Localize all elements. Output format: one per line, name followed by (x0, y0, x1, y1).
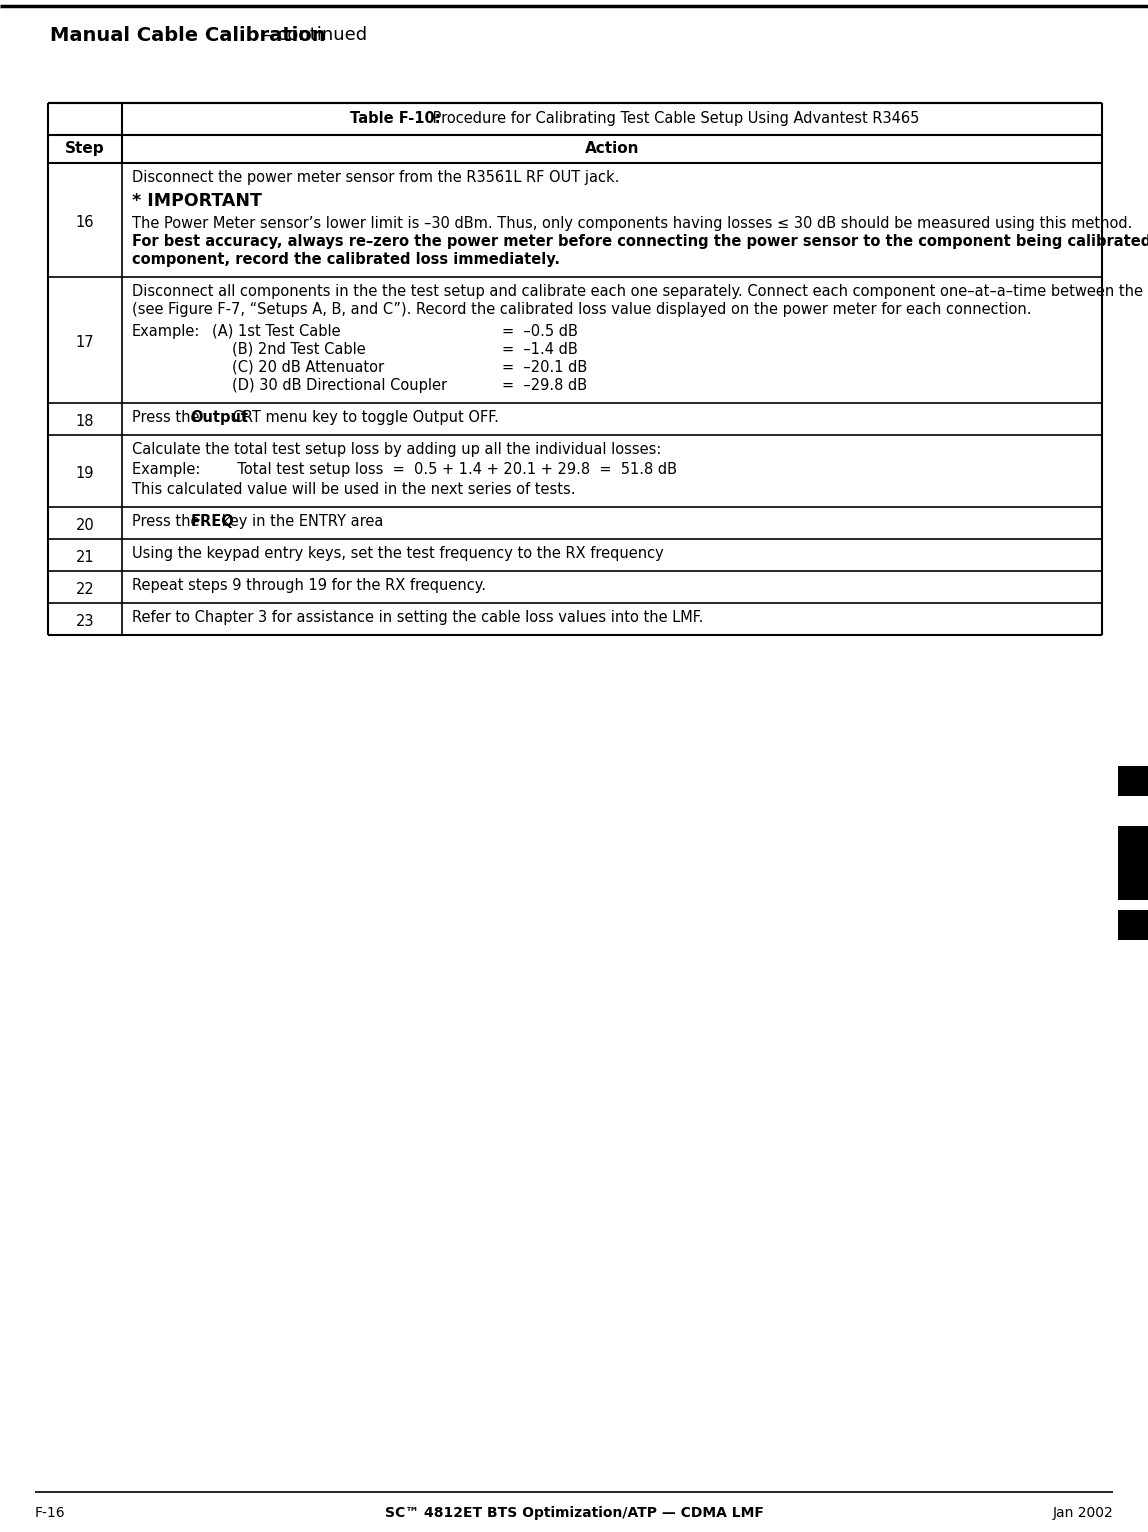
Bar (1118, 910, 1148, 941)
Text: The Power Meter sensor’s lower limit is –30 dBm. Thus, only components having lo: The Power Meter sensor’s lower limit is … (132, 216, 1132, 231)
Text: Table F-10:: Table F-10: (350, 110, 441, 126)
Text: Action: Action (584, 141, 639, 156)
Text: Press the: Press the (132, 411, 204, 424)
Text: =  –0.5 dB: = –0.5 dB (502, 323, 577, 339)
Text: – continued: – continued (257, 26, 366, 44)
Text: Manual Cable Calibration: Manual Cable Calibration (51, 26, 326, 44)
Text: Example:: Example: (132, 323, 201, 339)
Text: =  –1.4 dB: = –1.4 dB (502, 342, 577, 357)
Text: (C) 20 dB Attenuator: (C) 20 dB Attenuator (232, 360, 385, 375)
Text: (B) 2nd Test Cable: (B) 2nd Test Cable (232, 342, 366, 357)
Text: (A) 1st Test Cable: (A) 1st Test Cable (212, 323, 341, 339)
Text: Jan 2002: Jan 2002 (1053, 1506, 1114, 1520)
Bar (1118, 766, 1148, 797)
Text: Calculate the total test setup loss by adding up all the individual losses:: Calculate the total test setup loss by a… (132, 443, 661, 457)
Text: key in the ENTRY area: key in the ENTRY area (217, 515, 383, 529)
Text: Output: Output (191, 411, 248, 424)
Text: 21: 21 (76, 550, 94, 565)
Text: Press the: Press the (132, 515, 204, 529)
Text: F: F (1127, 856, 1139, 873)
Text: Example:        Total test setup loss  =  0.5 + 1.4 + 20.1 + 29.8  =  51.8 dB: Example: Total test setup loss = 0.5 + 1… (132, 463, 677, 476)
Bar (1118, 826, 1148, 899)
Text: component, record the calibrated loss immediately.: component, record the calibrated loss im… (132, 251, 560, 267)
Text: Disconnect the power meter sensor from the R3561L RF OUT jack.: Disconnect the power meter sensor from t… (132, 170, 620, 185)
Text: =  –29.8 dB: = –29.8 dB (502, 378, 587, 394)
Text: 17: 17 (76, 336, 94, 351)
Text: Procedure for Calibrating Test Cable Setup Using Advantest R3465: Procedure for Calibrating Test Cable Set… (428, 110, 920, 126)
Text: Disconnect all components in the the test setup and calibrate each one separatel: Disconnect all components in the the tes… (132, 283, 1148, 299)
Text: =  –20.1 dB: = –20.1 dB (502, 360, 588, 375)
Text: For best accuracy, always re–zero the power meter before connecting the power se: For best accuracy, always re–zero the po… (132, 234, 1148, 250)
Text: CRT menu key to toggle Output OFF.: CRT menu key to toggle Output OFF. (228, 411, 499, 424)
Text: (see Figure F-7, “Setups A, B, and C”). Record the calibrated loss value display: (see Figure F-7, “Setups A, B, and C”). … (132, 302, 1032, 317)
Text: This calculated value will be used in the next series of tests.: This calculated value will be used in th… (132, 483, 575, 496)
Text: 22: 22 (76, 582, 94, 597)
Text: Step: Step (65, 141, 104, 156)
Text: SC™ 4812ET BTS Optimization/ATP — CDMA LMF: SC™ 4812ET BTS Optimization/ATP — CDMA L… (385, 1506, 763, 1520)
Text: (D) 30 dB Directional Coupler: (D) 30 dB Directional Coupler (232, 378, 447, 394)
Text: 18: 18 (76, 414, 94, 429)
Text: F-16: F-16 (34, 1506, 65, 1520)
Text: 20: 20 (76, 518, 94, 533)
Text: Using the keypad entry keys, set the test frequency to the RX frequency: Using the keypad entry keys, set the tes… (132, 545, 664, 561)
Text: 16: 16 (76, 216, 94, 230)
Text: 19: 19 (76, 466, 94, 481)
Text: * IMPORTANT: * IMPORTANT (132, 192, 262, 210)
Text: 23: 23 (76, 614, 94, 630)
Text: FREQ: FREQ (191, 515, 234, 529)
Text: Refer to Chapter 3 for assistance in setting the cable loss values into the LMF.: Refer to Chapter 3 for assistance in set… (132, 610, 704, 625)
Text: Repeat steps 9 through 19 for the RX frequency.: Repeat steps 9 through 19 for the RX fre… (132, 578, 486, 593)
